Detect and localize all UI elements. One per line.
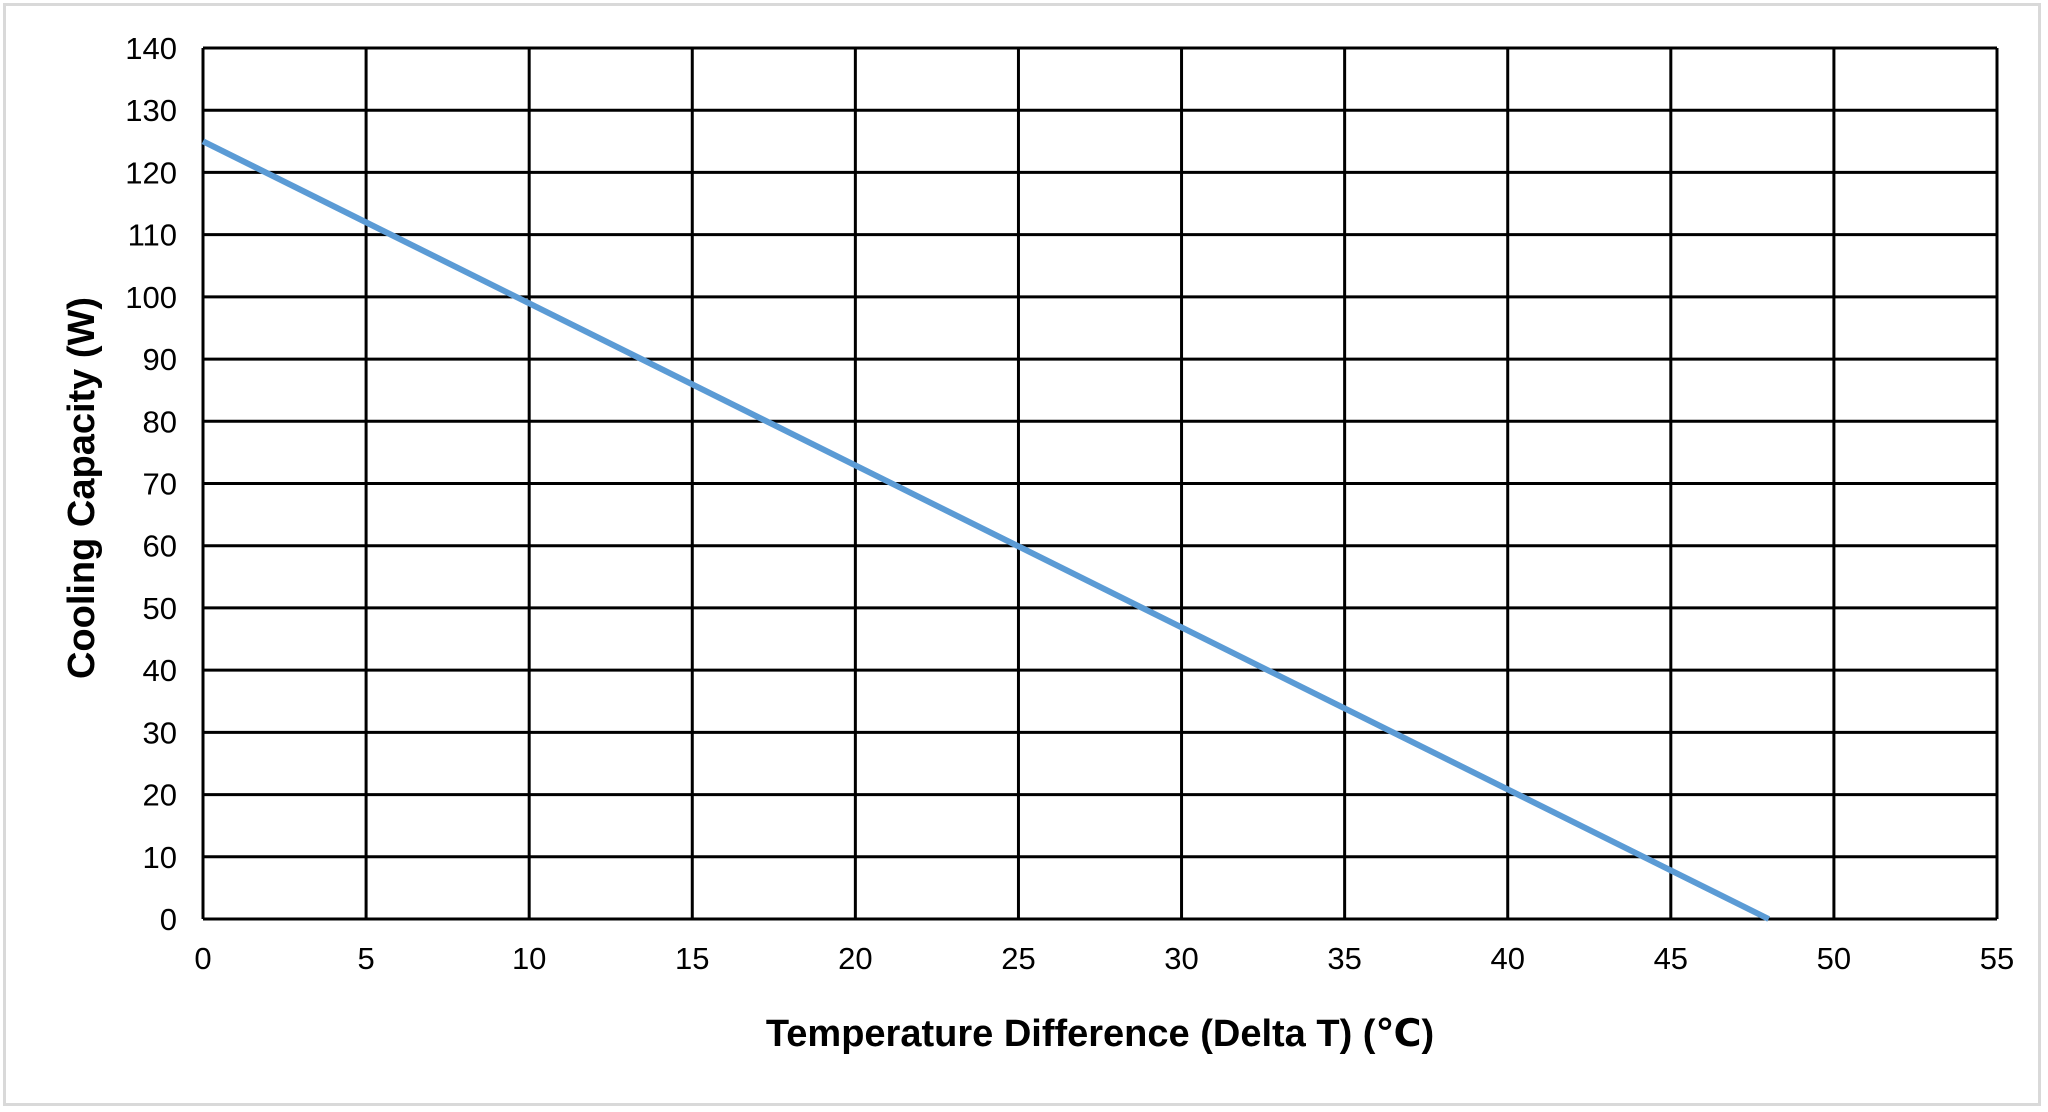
y-tick-label: 130: [125, 93, 177, 128]
y-tick-label: 70: [143, 467, 177, 502]
y-tick-label: 40: [143, 653, 177, 688]
series-line: [201, 138, 1771, 922]
x-tick-label: 5: [357, 941, 374, 976]
y-tick-label: 0: [160, 902, 177, 937]
x-tick-label: 45: [1654, 941, 1688, 976]
x-tick-labels: 0 5 10 15 20 25 30 35 40 45 50 55: [194, 941, 2014, 976]
y-tick-label: 50: [143, 591, 177, 626]
x-tick-label: 10: [512, 941, 546, 976]
series-lines: [201, 138, 1771, 922]
y-tick-label: 140: [125, 31, 177, 66]
y-tick-label: 90: [143, 342, 177, 377]
gridlines: [201, 46, 1999, 921]
x-tick-label: 30: [1164, 941, 1198, 976]
chart-frame: [3, 3, 2041, 1106]
y-tick-labels: 0 10 20 30 40 50 60 70 80 90 100 110 120 130 140: [125, 31, 177, 937]
y-tick-label: 60: [143, 529, 177, 564]
x-tick-label: 55: [1980, 941, 2014, 976]
x-tick-label: 15: [675, 941, 709, 976]
y-tick-label: 30: [143, 715, 177, 750]
y-tick-label: 120: [125, 155, 177, 190]
x-tick-label: 20: [838, 941, 872, 976]
x-tick-label: 35: [1327, 941, 1361, 976]
y-tick-label: 20: [143, 778, 177, 813]
x-tick-label: 25: [1001, 941, 1035, 976]
y-tick-label: 110: [128, 218, 177, 253]
y-axis-title: Cooling Capacity (W): [61, 297, 103, 679]
y-tick-label: 80: [143, 404, 177, 439]
x-axis-title: Temperature Difference (Delta T) (℃): [766, 1013, 1434, 1055]
x-tick-label: 0: [194, 941, 211, 976]
y-tick-label: 10: [143, 840, 177, 875]
y-tick-label: 100: [125, 280, 177, 315]
x-tick-label: 40: [1490, 941, 1524, 976]
x-tick-label: 50: [1817, 941, 1851, 976]
